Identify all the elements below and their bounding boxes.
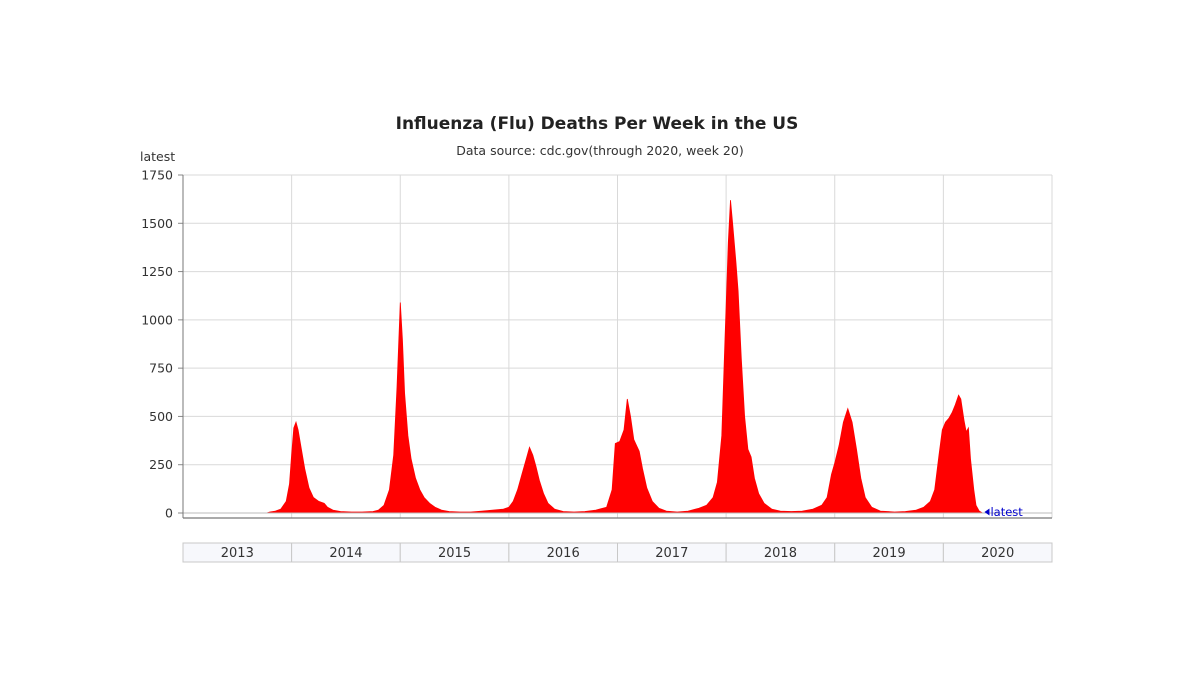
latest-marker-label: latest (990, 505, 1023, 519)
year-label: 2014 (329, 546, 362, 561)
chart-subtitle: Data source: cdc.gov(through 2020, week … (456, 143, 743, 158)
chart-title: Influenza (Flu) Deaths Per Week in the U… (396, 114, 799, 134)
y-tick-label: 1000 (141, 312, 173, 327)
y-axis: 0 250 500 750 1000 1250 1500 1750 (141, 168, 1052, 521)
year-label: 2017 (655, 546, 688, 561)
y-tick-label: 500 (149, 409, 173, 424)
year-label: 2016 (547, 546, 580, 561)
year-label: 2013 (221, 546, 254, 561)
y-tick-label: 1250 (141, 264, 173, 279)
y-tick-label: 250 (149, 457, 173, 472)
year-label: 2015 (438, 546, 471, 561)
year-axis: 2013 2014 2015 2016 2017 2018 2019 2020 (182, 542, 1053, 563)
y-tick-label: 0 (165, 506, 173, 521)
year-band (942, 542, 1053, 563)
year-label: 2020 (981, 546, 1014, 561)
y-axis-label: latest (140, 149, 175, 164)
y-tick-label: 1750 (141, 168, 173, 183)
y-tick-label: 750 (149, 361, 173, 376)
area-series-fill (266, 200, 984, 514)
latest-arrow (984, 508, 990, 516)
area-series (266, 200, 984, 514)
y-tick-label: 1500 (141, 216, 173, 231)
year-label: 2018 (764, 546, 797, 561)
year-label: 2019 (873, 546, 906, 561)
latest-marker-group: latest (984, 505, 1023, 519)
